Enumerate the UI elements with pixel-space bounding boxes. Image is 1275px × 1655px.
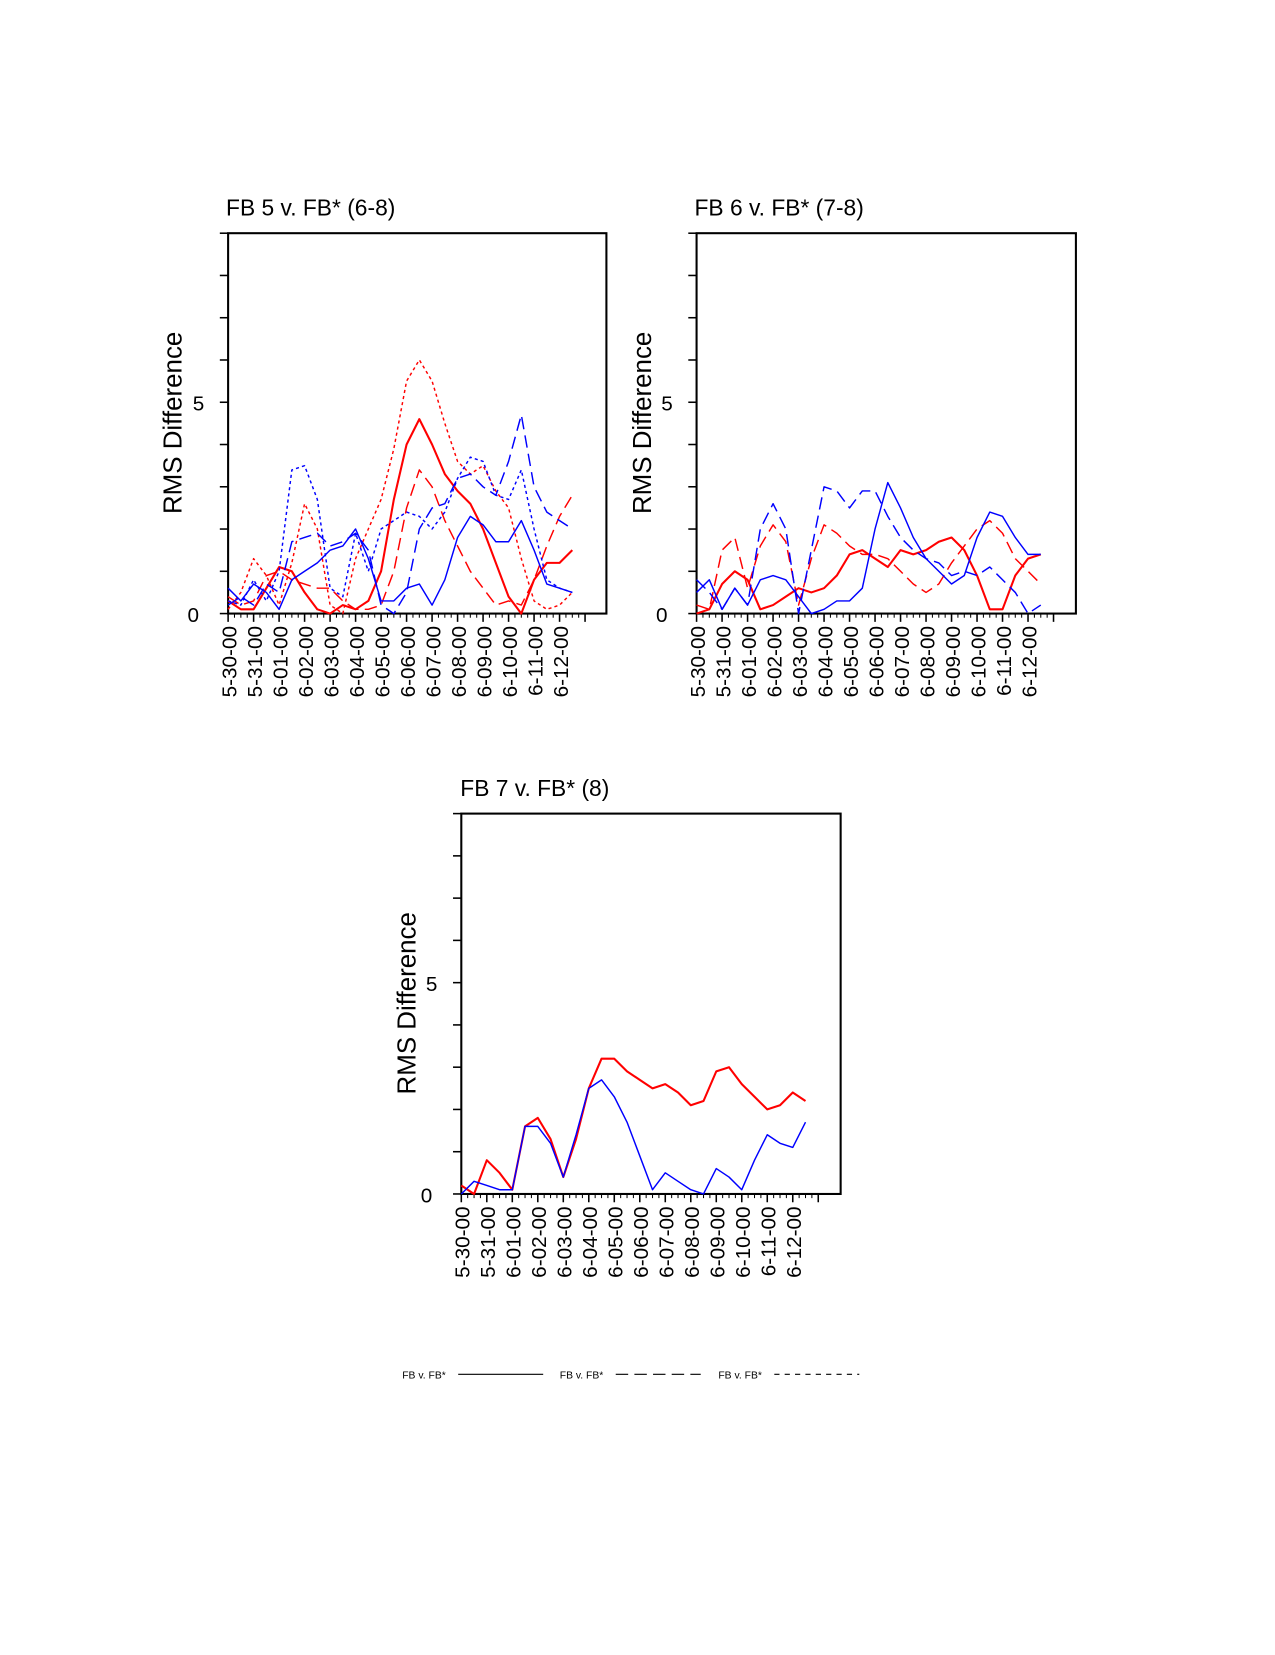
series-line-blue-solid	[227, 515, 573, 611]
panel-fb7: FB 7 v. FB* (8) RMS Difference 0 5 5-30-00…	[394, 775, 842, 1278]
series-line-red-dotted	[227, 359, 573, 615]
x-tick-label: 6-11-00	[993, 626, 1016, 696]
x-tick-label: 6-10-00	[499, 626, 522, 697]
legend-label: FB v. FB*	[402, 1370, 446, 1381]
x-tick-label: 6-03-00	[554, 1206, 577, 1277]
x-tick-label: 6-01-00	[269, 626, 292, 697]
x-tick-label: 5-31-00	[712, 626, 735, 697]
y-tick-label: 5	[661, 393, 673, 416]
plot-frame	[460, 812, 842, 1196]
x-tick-label: 6-02-00	[295, 626, 318, 697]
x-tick-label: 6-07-00	[891, 626, 914, 697]
x-tick-label: 6-03-00	[789, 626, 812, 697]
legend-label: FB v. FB*	[560, 1370, 604, 1381]
chart-title: FB 6 v. FB* (7-8)	[695, 195, 864, 221]
panel-fb6: FB 6 v. FB* (7-8) RMS Difference 0 5 5-30-…	[629, 195, 1077, 697]
x-tick-label: 6-09-00	[707, 1206, 730, 1277]
x-tick-label: 6-06-00	[865, 626, 888, 697]
x-tick-label: 6-09-00	[473, 626, 496, 697]
x-tick-label: 6-10-00	[967, 626, 990, 697]
plot-frame	[695, 232, 1077, 615]
plot-frame	[227, 232, 608, 615]
y-tick-label: 5	[193, 393, 205, 416]
series-line-blue-solid	[460, 1079, 807, 1195]
y-tick-label: 0	[421, 1184, 433, 1207]
x-tick-label: 5-30-00	[218, 626, 241, 697]
series-line-red-solid	[227, 418, 574, 615]
y-tick-label: 5	[426, 973, 438, 996]
x-tick-label: 6-08-00	[448, 626, 471, 697]
series-line-red-solid	[460, 1057, 807, 1196]
x-tick-label: 6-02-00	[763, 626, 786, 697]
x-tick-label: 6-09-00	[942, 626, 965, 697]
x-tick-label: 6-08-00	[916, 626, 939, 697]
x-tick-label: 5-31-00	[477, 1206, 500, 1277]
legend: FB v. FB* FB v. FB* FB v. FB*	[402, 1370, 860, 1381]
x-tick-label: 6-01-00	[738, 626, 761, 697]
x-tick-label: 6-07-00	[422, 626, 445, 697]
x-tick-label: 6-05-00	[840, 626, 863, 697]
x-tick-label: 6-12-00	[550, 626, 573, 697]
series-line-red-dashed	[227, 469, 573, 611]
series-line-blue-dotted	[227, 456, 573, 606]
x-tick-label: 6-08-00	[681, 1206, 704, 1277]
x-tick-label: 6-06-00	[630, 1206, 653, 1277]
x-tick-label: 6-04-00	[579, 1206, 602, 1277]
x-tick-label: 6-04-00	[814, 626, 837, 697]
chart-title: FB 7 v. FB* (8)	[460, 775, 609, 801]
x-tick-label: 6-12-00	[783, 1206, 806, 1277]
x-tick-label: 6-10-00	[732, 1206, 755, 1277]
x-tick-label: 6-01-00	[503, 1206, 526, 1277]
x-tick-label: 6-07-00	[656, 1206, 679, 1277]
series-line-blue-dashed	[696, 486, 1042, 615]
x-tick-label: 6-05-00	[605, 1206, 628, 1277]
legend-label: FB v. FB*	[718, 1370, 762, 1381]
y-tick-label: 0	[656, 604, 668, 627]
series-line-blue-solid	[696, 481, 1041, 615]
x-tick-label: 6-05-00	[371, 626, 394, 697]
x-tick-label: 6-12-00	[1018, 626, 1041, 697]
x-tick-label: 6-11-00	[524, 626, 547, 696]
x-tick-label: 5-30-00	[687, 626, 710, 697]
x-tick-label: 5-31-00	[244, 626, 267, 697]
y-axis-label: RMS Difference	[394, 912, 422, 1094]
x-tick-label: 6-03-00	[320, 626, 343, 697]
y-tick-label: 0	[188, 604, 200, 627]
chart-title: FB 5 v. FB* (6-8)	[226, 195, 395, 221]
series-line-red-dashed	[696, 519, 1042, 611]
x-tick-label: 6-06-00	[397, 626, 420, 697]
x-tick-label: 6-04-00	[346, 626, 369, 697]
series-line-blue-dashed	[227, 414, 573, 615]
x-tick-label: 5-30-00	[452, 1206, 475, 1277]
y-axis-label: RMS Difference	[159, 332, 187, 514]
x-tick-label: 6-11-00	[758, 1206, 781, 1276]
series-line-red-solid	[696, 536, 1042, 615]
x-tick-label: 6-02-00	[528, 1206, 551, 1277]
panel-fb5: FB 5 v. FB* (6-8) RMS Difference 0 5 5-30-…	[159, 195, 608, 697]
y-axis-label: RMS Difference	[629, 332, 657, 514]
